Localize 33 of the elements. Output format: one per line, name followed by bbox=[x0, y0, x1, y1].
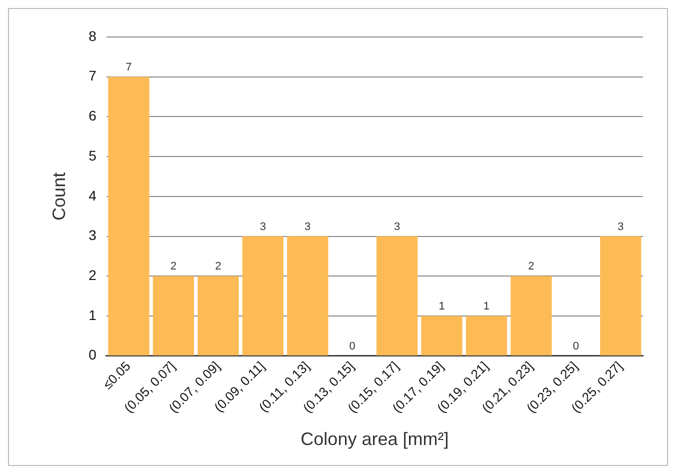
data-label: 2 bbox=[528, 260, 534, 273]
data-label: 3 bbox=[394, 220, 400, 233]
bar bbox=[376, 236, 418, 356]
data-label: 0 bbox=[572, 340, 579, 352]
bar bbox=[152, 276, 194, 356]
y-tick-label: 2 bbox=[88, 267, 97, 284]
data-label: 2 bbox=[215, 260, 222, 273]
y-axis-title: Count bbox=[48, 172, 69, 220]
bar bbox=[466, 316, 508, 356]
bar bbox=[510, 276, 552, 356]
y-tick-label: 1 bbox=[88, 306, 97, 323]
y-tick-label: 5 bbox=[88, 147, 97, 164]
y-tick-label: 0 bbox=[88, 346, 97, 363]
bar bbox=[242, 236, 284, 356]
data-label: 7 bbox=[126, 61, 132, 74]
data-label: 3 bbox=[618, 220, 624, 233]
y-tick-label: 8 bbox=[88, 28, 97, 44]
data-label: 3 bbox=[260, 220, 266, 233]
x-axis-title: Colony area [mm²] bbox=[300, 429, 449, 450]
y-tick-label: 4 bbox=[88, 187, 97, 204]
y-tick-label: 3 bbox=[88, 227, 97, 244]
data-label: 3 bbox=[304, 220, 311, 233]
y-tick-label: 6 bbox=[88, 108, 97, 124]
data-label: 2 bbox=[170, 260, 177, 273]
data-label: 1 bbox=[483, 300, 490, 313]
bar bbox=[421, 316, 462, 356]
bar bbox=[287, 236, 328, 356]
data-label: 1 bbox=[438, 300, 445, 313]
bar bbox=[600, 236, 642, 356]
y-tick-label: 7 bbox=[88, 68, 97, 84]
data-label: 0 bbox=[349, 340, 356, 352]
bar bbox=[198, 276, 239, 356]
bar bbox=[108, 76, 150, 356]
